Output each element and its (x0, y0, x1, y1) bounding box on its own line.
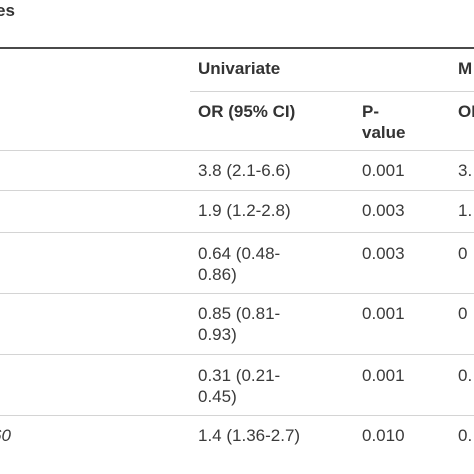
row-2-or: 1.9 (1.2-2.8) (198, 201, 291, 220)
table-caption: es (0, 1, 15, 20)
row-3-mv: 0 (458, 244, 468, 263)
row-6-mv: 0. (458, 426, 473, 445)
row-4-mv: 0 (458, 304, 468, 323)
row-3-p: 0.003 (362, 244, 405, 263)
row-3-or: 0.64 (0.48-0.86) (198, 244, 281, 284)
row-divider (0, 354, 474, 355)
header-top-rule (0, 47, 474, 49)
univariate-p-header: P-value (362, 102, 406, 142)
row-1-mv: 3. (458, 161, 473, 180)
row-6-or: 1.4 (1.36-2.7) (198, 426, 301, 445)
row-2-mv: 1. (458, 201, 473, 220)
row-4-or: 0.85 (0.81-0.93) (198, 304, 281, 344)
row-divider (0, 190, 474, 191)
row-6-p: 0.010 (362, 426, 405, 445)
row-1-p: 0.001 (362, 161, 405, 180)
row-4-p: 0.001 (362, 304, 405, 323)
row-2-p: 0.003 (362, 201, 405, 220)
row-divider (0, 232, 474, 233)
multivariate-group-header: M (458, 59, 473, 78)
univariate-or-header: OR (95% CI) (198, 102, 296, 121)
row-1-or: 3.8 (2.1-6.6) (198, 161, 291, 180)
row-5-or: 0.31 (0.21-0.45) (198, 366, 281, 406)
row-divider (0, 415, 474, 416)
univariate-group-header: Univariate (198, 59, 281, 78)
row-divider (0, 293, 474, 294)
header-bottom-rule (0, 150, 474, 151)
row-5-p: 0.001 (362, 366, 405, 385)
multivariate-or-header: OI (458, 102, 474, 121)
row-6-label: 60 (0, 426, 11, 445)
group-header-rule (190, 91, 474, 92)
row-5-mv: 0. (458, 366, 473, 385)
